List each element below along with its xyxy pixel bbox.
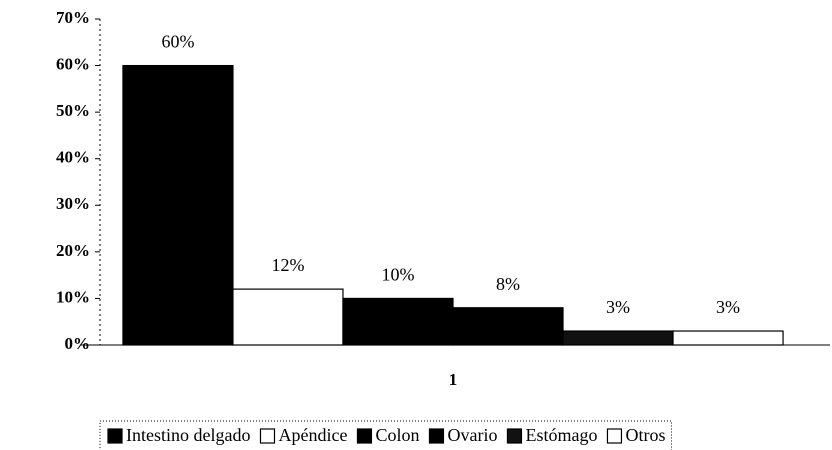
- bar: [232, 288, 344, 346]
- bar: [342, 297, 454, 346]
- data-label: 12%: [271, 255, 304, 275]
- legend-swatch: [428, 428, 445, 444]
- legend-swatch: [356, 428, 373, 444]
- data-label: 10%: [381, 265, 414, 285]
- legend-label: Ovario: [447, 425, 497, 445]
- bar: [672, 330, 784, 346]
- y-tick-label: 30%: [56, 194, 90, 213]
- bar: [122, 64, 234, 346]
- y-tick-label: 70%: [56, 8, 90, 27]
- legend-swatch: [259, 428, 276, 444]
- legend-label: Colon: [375, 425, 419, 445]
- y-tick-label: 40%: [56, 148, 90, 167]
- legend-label: Apéndice: [278, 425, 347, 445]
- legend-label: Otros: [625, 425, 665, 445]
- bar: [562, 330, 674, 346]
- bar: [452, 307, 564, 346]
- y-tick-label: 10%: [56, 287, 90, 306]
- x-tick-label: 1: [449, 370, 458, 389]
- data-label: 3%: [606, 297, 630, 317]
- legend-frame: [99, 420, 672, 450]
- data-label: 3%: [716, 297, 740, 317]
- y-tick-label: 20%: [56, 241, 90, 260]
- legend-label: Intestino delgado: [126, 425, 250, 445]
- legend-swatch: [606, 428, 623, 444]
- data-label: 60%: [161, 32, 194, 52]
- y-tick-label: 0%: [65, 334, 91, 353]
- data-label: 8%: [496, 274, 520, 294]
- legend-swatch: [107, 428, 123, 444]
- legend-swatch: [506, 428, 523, 444]
- y-tick-label: 60%: [56, 54, 90, 73]
- y-tick-label: 50%: [56, 101, 90, 120]
- legend-label: Estómago: [525, 425, 597, 445]
